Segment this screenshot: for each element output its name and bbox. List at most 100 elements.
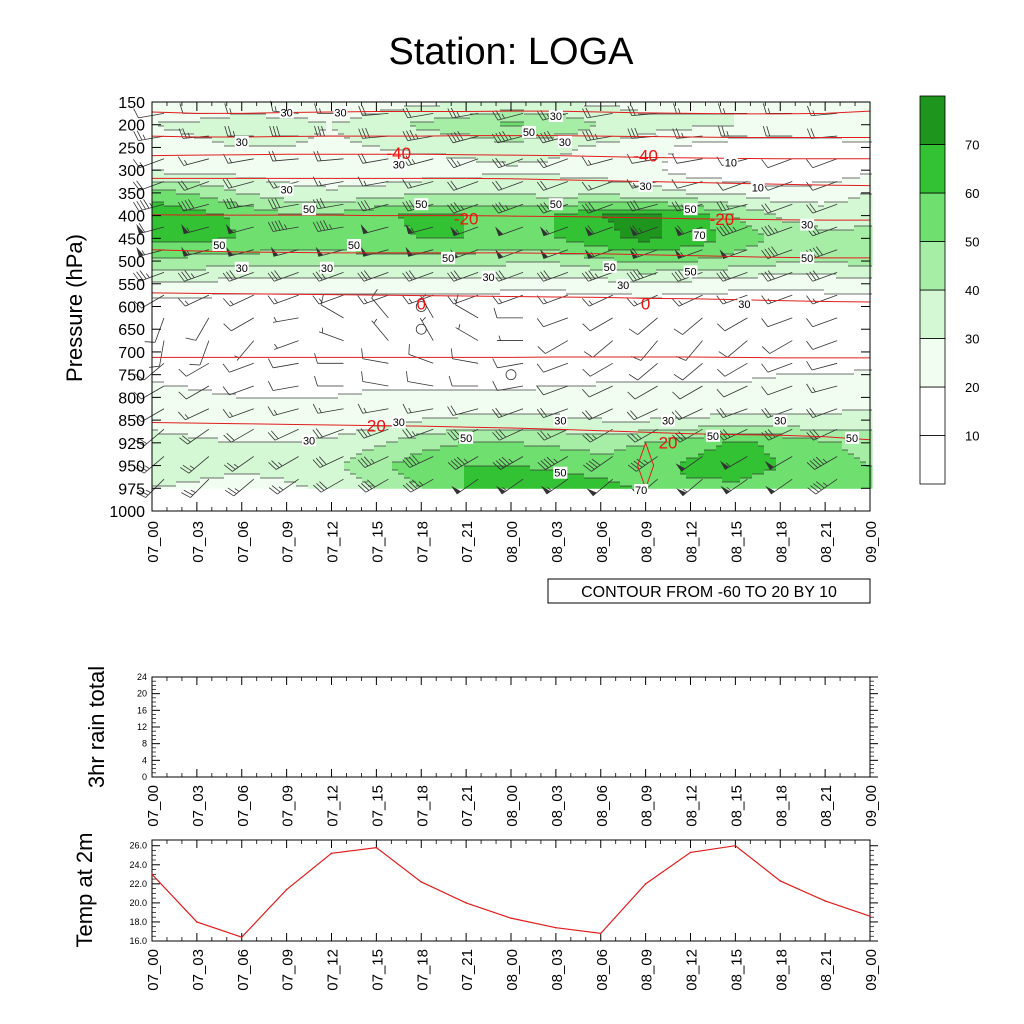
speed-cell — [668, 110, 675, 115]
speed-cell — [710, 194, 717, 199]
speed-cell — [182, 154, 189, 159]
speed-cell — [494, 226, 501, 231]
speed-cell — [404, 102, 411, 107]
speed-cell — [722, 202, 729, 207]
speed-cell — [230, 106, 237, 111]
speed-cell — [392, 258, 399, 263]
speed-cell — [686, 194, 693, 199]
speed-cell — [590, 238, 597, 243]
speed-cell — [536, 218, 543, 223]
speed-cell — [452, 226, 459, 231]
speed-cell — [854, 118, 861, 123]
speed-cell — [194, 150, 201, 155]
speed-cell — [170, 102, 177, 107]
speed-cell — [434, 246, 441, 251]
speed-cell — [188, 218, 195, 223]
speed-cell — [830, 254, 837, 259]
speed-cell — [854, 210, 861, 215]
speed-cell — [584, 222, 591, 227]
speed-cell — [284, 118, 291, 123]
speed-cell — [242, 166, 249, 171]
speed-cell — [686, 110, 693, 115]
speed-cell — [734, 202, 741, 207]
speed-cell — [488, 174, 495, 179]
speed-cell — [494, 198, 501, 203]
speed-cell — [818, 222, 825, 227]
speed-cell — [260, 266, 267, 271]
speed-cell — [830, 182, 837, 187]
speed-cell — [284, 174, 291, 179]
speed-cell — [680, 194, 687, 199]
speed-cell — [812, 166, 819, 171]
speed-cell — [614, 218, 621, 223]
speed-cell — [818, 214, 825, 219]
speed-cell — [746, 166, 753, 171]
speed-cell — [344, 226, 351, 231]
speed-cell — [416, 126, 423, 131]
speed-cell — [812, 158, 819, 163]
speed-cell — [758, 130, 765, 135]
speed-cell — [194, 246, 201, 251]
speed-cell — [422, 186, 429, 191]
speed-cell — [614, 170, 621, 175]
speed-cell — [710, 222, 717, 227]
speed-cell — [620, 214, 627, 219]
speed-cell — [596, 174, 603, 179]
speed-cell — [218, 170, 225, 175]
speed-cell — [632, 182, 639, 187]
speed-cell — [200, 262, 207, 267]
speed-cell — [374, 182, 381, 187]
speed-cell — [848, 202, 855, 207]
speed-cell — [656, 250, 663, 255]
speed-cell — [626, 194, 633, 199]
speed-cell — [728, 174, 735, 179]
speed-cell — [188, 106, 195, 111]
speed-cell — [560, 102, 567, 107]
speed-cell — [782, 162, 789, 167]
speed-cell — [836, 122, 843, 127]
speed-cell — [686, 218, 693, 223]
speed-cell — [848, 114, 855, 119]
speed-cell — [380, 186, 387, 191]
speed-cell — [644, 218, 651, 223]
speed-cell — [566, 158, 573, 163]
speed-cell — [308, 246, 315, 251]
speed-cell — [314, 242, 321, 247]
speed-cell — [728, 186, 735, 191]
speed-cell — [602, 254, 609, 259]
speed-cell — [188, 134, 195, 139]
speed-cell — [434, 106, 441, 111]
speed-cell — [674, 126, 681, 131]
speed-cell — [260, 182, 267, 187]
speed-cell — [590, 218, 597, 223]
speed-cell — [218, 190, 225, 195]
speed-cell — [764, 170, 771, 175]
speed-cell — [182, 206, 189, 211]
speed-cell — [740, 258, 747, 263]
speed-cell — [260, 198, 267, 203]
speed-cell — [248, 186, 255, 191]
speed-cell — [398, 254, 405, 259]
speed-cell — [764, 190, 771, 195]
speed-cell — [614, 138, 621, 143]
speed-cell — [290, 238, 297, 243]
speed-cell — [428, 218, 435, 223]
speed-cell — [284, 210, 291, 215]
speed-cell — [722, 222, 729, 227]
speed-cell — [830, 126, 837, 131]
speed-cell — [602, 162, 609, 167]
speed-cell — [242, 238, 249, 243]
speed-cell — [314, 258, 321, 263]
speed-cell — [338, 182, 345, 187]
speed-cell — [236, 106, 243, 111]
speed-cell — [656, 262, 663, 267]
speed-cell — [464, 262, 471, 267]
speed-cell — [344, 214, 351, 219]
speed-cell — [800, 130, 807, 135]
speed-cell — [566, 126, 573, 131]
speed-cell — [680, 238, 687, 243]
speed-cell — [674, 238, 681, 243]
speed-cell — [830, 222, 837, 227]
speed-cell — [512, 262, 519, 267]
speed-cell — [512, 238, 519, 243]
